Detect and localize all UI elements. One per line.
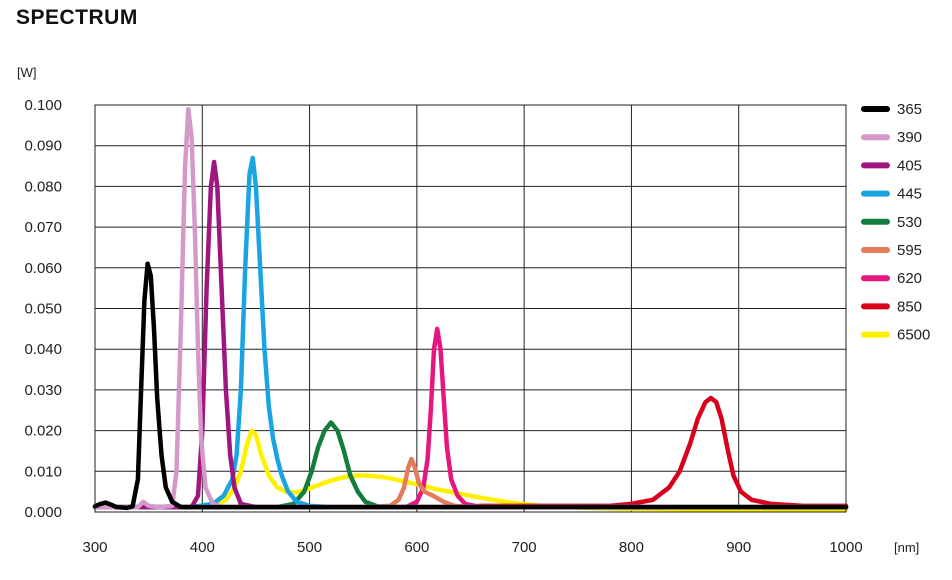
legend: 365 390 405 445 530 595 620 850 6500 <box>861 101 930 344</box>
legend-label: 850 <box>897 298 922 315</box>
x-tick-label: 900 <box>726 539 751 556</box>
legend-label: 365 <box>897 101 922 118</box>
y-axis: 0.000 0.010 0.020 0.030 0.040 0.050 0.060 0.070… <box>24 97 62 521</box>
x-tick-label: 1000 <box>829 539 862 556</box>
x-tick-label: 700 <box>512 539 537 556</box>
series-line-445 <box>92 155 849 510</box>
series-line-6500 <box>92 428 849 512</box>
x-tick-label: 400 <box>190 539 215 556</box>
legend-label: 530 <box>897 214 922 231</box>
x-axis-label: [nm] <box>894 540 919 555</box>
plot-frame <box>94 104 847 513</box>
y-tick-label: 0.010 <box>24 463 62 480</box>
y-tick-label: 0.100 <box>24 97 62 114</box>
legend-label: 445 <box>897 186 922 203</box>
series-line-365 <box>92 261 849 511</box>
series-line-620 <box>92 326 849 510</box>
legend-label: 405 <box>897 157 922 174</box>
x-tick-label: 500 <box>297 539 322 556</box>
series-line-405 <box>92 159 849 510</box>
y-tick-label: 0.020 <box>24 423 62 440</box>
legend-label: 620 <box>897 270 922 287</box>
page-title: SPECTRUM <box>16 6 138 29</box>
series-line-595 <box>92 456 849 510</box>
y-tick-label: 0.070 <box>24 219 62 236</box>
y-axis-label: [W] <box>17 65 37 80</box>
legend-label: 390 <box>897 129 922 146</box>
x-tick-label: 800 <box>619 539 644 556</box>
y-tick-label: 0.050 <box>24 301 62 318</box>
series-lines <box>92 106 849 512</box>
y-tick-label: 0.080 <box>24 178 62 195</box>
series-line-390 <box>92 106 849 510</box>
legend-label: 6500 <box>897 327 930 344</box>
y-tick-label: 0.030 <box>24 382 62 399</box>
y-tick-label: 0.000 <box>24 504 62 521</box>
x-tick-label: 300 <box>82 539 107 556</box>
y-tick-label: 0.040 <box>24 341 62 358</box>
x-axis: 300 400 500 600 700 800 900 1000 <box>82 539 862 556</box>
x-tick-label: 600 <box>404 539 429 556</box>
y-tick-label: 0.090 <box>24 138 62 155</box>
legend-label: 595 <box>897 242 922 259</box>
y-tick-label: 0.060 <box>24 260 62 277</box>
